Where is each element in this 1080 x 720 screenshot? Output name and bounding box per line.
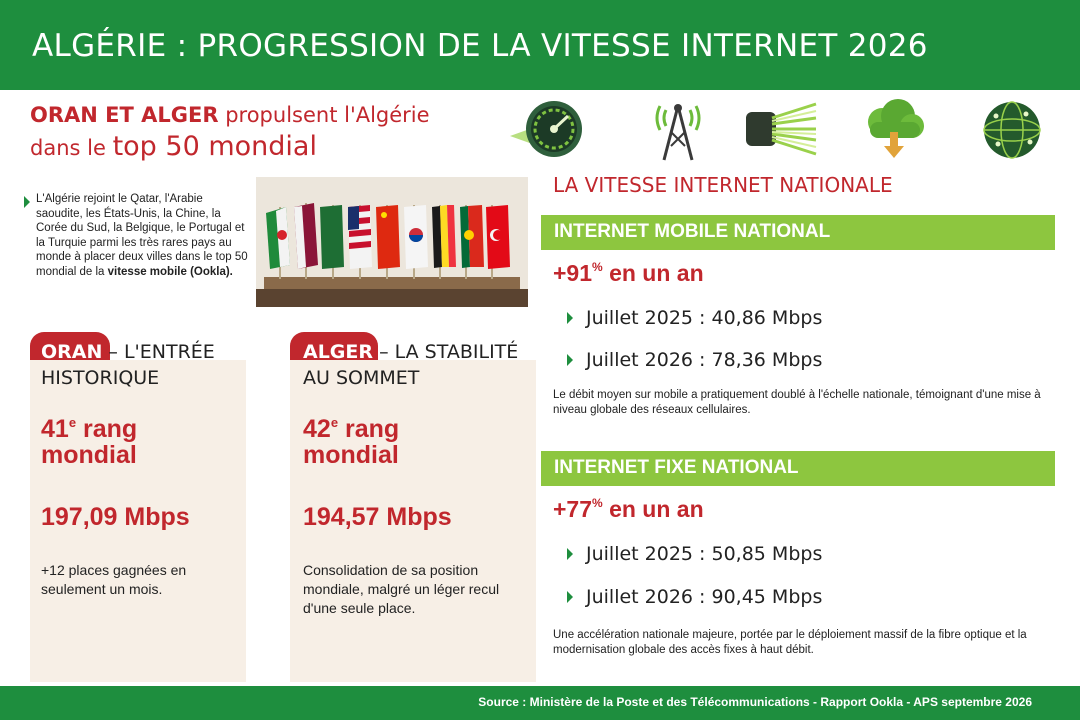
oran-title-rest: – L'ENTRÉE <box>102 341 215 363</box>
mobile-2025: Juillet 2025 : 40,86 Mbps <box>586 307 823 329</box>
fixe-growth-sup: % <box>592 496 603 510</box>
oran-rank: 41e rang <box>41 406 137 446</box>
headline-line2-small: dans le <box>30 136 113 160</box>
headline-strong: ORAN ET ALGER <box>30 103 219 127</box>
oran-rank-word: rang <box>76 415 138 443</box>
oran-name: ORAN <box>41 341 103 363</box>
cloud-download-icon <box>856 96 932 162</box>
alger-rank-num: 42 <box>303 415 331 443</box>
page-title: ALGÉRIE : PROGRESSION DE LA VITESSE INTE… <box>32 28 928 64</box>
mobile-growth-sup: % <box>592 260 603 274</box>
alger-speed: 194,57 Mbps <box>303 503 452 531</box>
alger-name: ALGER <box>303 341 374 363</box>
oran-rank-num: 41 <box>41 415 69 443</box>
intro-text: L'Algérie rejoint le Qatar, l'Arabie sao… <box>36 192 248 280</box>
oran-rank-sup: e <box>68 415 77 430</box>
oran-title-line2: HISTORIQUE <box>41 367 160 389</box>
alger-rank-sup: e <box>330 415 339 430</box>
fiber-optic-icon <box>742 96 818 162</box>
national-title: LA VITESSE INTERNET NATIONALE <box>553 173 893 197</box>
mobile-growth: +91% en un an <box>553 260 704 287</box>
mobile-desc: Le débit moyen sur mobile a pratiquement… <box>553 389 1041 416</box>
globe-network-icon <box>976 96 1052 162</box>
bullet-icon <box>567 548 573 560</box>
alger-rank: 42e rang <box>303 406 399 446</box>
alger-title-rest: – LA STABILITÉ <box>373 341 519 363</box>
fixe-desc: Une accélération nationale majeure, port… <box>553 629 1027 656</box>
fixe-bar <box>541 451 1055 486</box>
headline-rest: propulsent l'Algérie <box>218 103 430 127</box>
oran-tab <box>30 332 110 360</box>
mobile-growth-rest: en un an <box>602 260 704 286</box>
intro-bold: vitesse mobile (Ookla). <box>107 265 233 278</box>
alger-note: Consolidation de sa position mondiale, m… <box>303 562 500 616</box>
flags-photo <box>256 177 528 307</box>
alger-panel <box>290 360 536 682</box>
alger-rank-word: rang <box>338 415 400 443</box>
headline-line2-big: top 50 mondial <box>112 131 317 162</box>
antenna-tower-icon <box>640 96 716 162</box>
fixe-growth-num: +77 <box>553 496 593 522</box>
fixe-growth-rest: en un an <box>602 496 704 522</box>
fixe-growth: +77% en un an <box>553 496 704 523</box>
bullet-icon <box>567 591 573 603</box>
bullet-icon <box>567 312 573 324</box>
bullet-icon <box>567 354 573 366</box>
oran-note: +12 places gagnées en seulement un mois. <box>41 562 187 597</box>
oran-title: ORAN – L'ENTRÉE <box>41 340 215 364</box>
mobile-growth-num: +91 <box>553 260 593 286</box>
alger-rank-line2: mondial <box>303 441 399 469</box>
fixe-2026: Juillet 2026 : 90,45 Mbps <box>586 586 823 608</box>
intro-bullet-icon <box>24 196 30 208</box>
oran-speed: 197,09 Mbps <box>41 503 190 531</box>
fixe-label: INTERNET FIXE NATIONAL <box>554 457 799 478</box>
oran-panel <box>30 360 246 682</box>
intro-body: L'Algérie rejoint le Qatar, l'Arabie sao… <box>36 193 248 278</box>
headline: ORAN ET ALGER propulsent l'Algérie dans … <box>30 100 500 165</box>
alger-title-line2: AU SOMMET <box>303 367 420 389</box>
fixe-2025: Juillet 2025 : 50,85 Mbps <box>586 543 823 565</box>
mobile-bar <box>541 215 1055 250</box>
footer-source: Source : Ministère de la Poste et des Té… <box>478 695 1032 709</box>
mobile-label: INTERNET MOBILE NATIONAL <box>554 221 831 242</box>
speedometer-icon <box>508 96 584 162</box>
mobile-2026: Juillet 2026 : 78,36 Mbps <box>586 349 823 371</box>
header-bar <box>0 0 1080 90</box>
footer-bar <box>0 686 1080 720</box>
alger-tab <box>290 332 378 360</box>
alger-title: ALGER – LA STABILITÉ <box>303 340 518 364</box>
oran-rank-line2: mondial <box>41 441 137 469</box>
